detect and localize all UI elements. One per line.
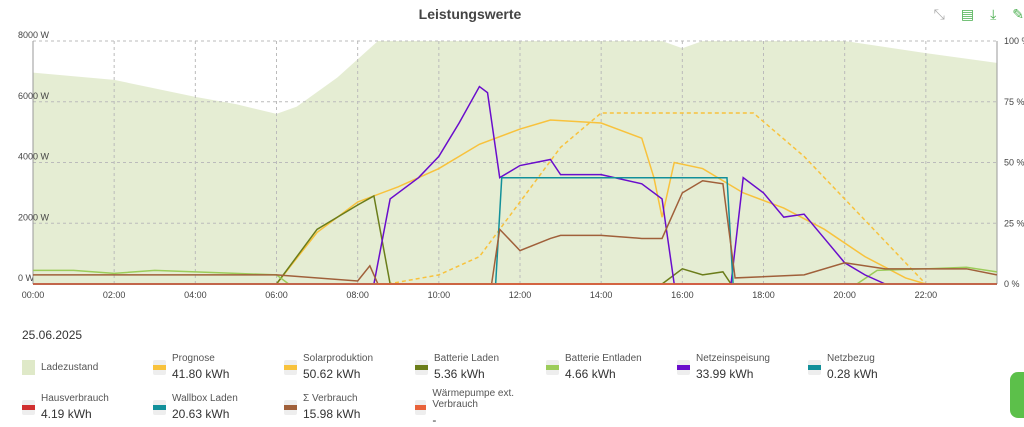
legend-swatch bbox=[153, 399, 166, 415]
legend-label: Wärmepumpe ext. Verbrauch bbox=[432, 387, 515, 410]
legend-swatch bbox=[284, 399, 297, 415]
x-tick-label: 08:00 bbox=[346, 290, 369, 300]
legend-swatch bbox=[22, 399, 35, 415]
x-tick-label: 02:00 bbox=[103, 290, 126, 300]
x-tick-label: 06:00 bbox=[265, 290, 288, 300]
x-tick-label: 22:00 bbox=[915, 290, 938, 300]
legend-item[interactable]: Hausverbrauch 4.19 kWh bbox=[22, 392, 153, 422]
series-line-prognose bbox=[387, 112, 997, 285]
legend-value: 4.66 kWh bbox=[565, 367, 616, 381]
x-tick-label: 16:00 bbox=[671, 290, 694, 300]
y-tick-label: 4000 W bbox=[18, 152, 50, 162]
date-label: 25.06.2025 bbox=[22, 328, 83, 342]
legend-label: Ladezustand bbox=[41, 361, 99, 373]
legend-value: 50.62 kWh bbox=[303, 367, 361, 381]
legend-item[interactable]: Ladezustand bbox=[22, 352, 153, 382]
legend-label: Netzbezug bbox=[827, 353, 875, 364]
y-tick-label: 8000 W bbox=[18, 30, 50, 40]
legend-label: Σ Verbrauch bbox=[303, 393, 358, 404]
x-tick-label: 14:00 bbox=[590, 290, 613, 300]
y2-tick-label: 0 % bbox=[1004, 279, 1020, 289]
legend-swatch bbox=[415, 359, 428, 375]
legend-label: Hausverbrauch bbox=[41, 393, 109, 404]
legend-swatch bbox=[415, 399, 427, 415]
document-icon[interactable]: ▤ bbox=[960, 6, 975, 22]
legend-swatch bbox=[153, 359, 166, 375]
legend-swatch bbox=[22, 359, 35, 375]
legend-value: 4.19 kWh bbox=[41, 407, 92, 421]
legend-item[interactable]: Netzeinspeisung 33.99 kWh bbox=[677, 352, 808, 382]
y2-tick-label: 100 % bbox=[1004, 36, 1024, 46]
legend-swatch bbox=[284, 359, 297, 375]
y-tick-label: 0 W bbox=[18, 273, 35, 283]
y-tick-label: 2000 W bbox=[18, 212, 50, 222]
legend-value: 15.98 kWh bbox=[303, 407, 361, 421]
legend-item[interactable]: Solarproduktion 50.62 kWh bbox=[284, 352, 415, 382]
legend-item[interactable]: Wärmepumpe ext. Verbrauch - bbox=[415, 388, 546, 427]
y2-tick-label: 50 % bbox=[1004, 158, 1024, 168]
legend-value: 33.99 kWh bbox=[696, 367, 754, 381]
legend-item[interactable]: Netzbezug 0.28 kWh bbox=[808, 352, 939, 382]
legend-value: 0.28 kWh bbox=[827, 367, 878, 381]
x-tick-label: 10:00 bbox=[428, 290, 451, 300]
legend-item[interactable]: Batterie Entladen 4.66 kWh bbox=[546, 352, 677, 382]
legend-label: Prognose bbox=[172, 353, 215, 364]
legend-label: Netzeinspeisung bbox=[696, 353, 770, 364]
legend: Ladezustand Prognose 41.80 kWh Solarprodukt… bbox=[22, 352, 939, 427]
series-line--verbrauch bbox=[33, 179, 998, 285]
legend-item[interactable]: Prognose 41.80 kWh bbox=[153, 352, 284, 382]
legend-label: Solarproduktion bbox=[303, 353, 374, 364]
legend-swatch bbox=[808, 359, 821, 375]
series-line-netzeinspeisung bbox=[33, 85, 997, 285]
series-line-solarproduktion bbox=[33, 119, 997, 285]
legend-label: Batterie Laden bbox=[434, 353, 500, 364]
x-tick-label: 20:00 bbox=[833, 290, 856, 300]
x-tick-label: 00:00 bbox=[22, 290, 45, 300]
legend-swatch bbox=[546, 359, 559, 375]
y2-tick-label: 75 % bbox=[1004, 97, 1024, 107]
legend-label: Wallbox Laden bbox=[172, 393, 238, 404]
legend-item[interactable]: Batterie Laden 5.36 kWh bbox=[415, 352, 546, 382]
power-chart: 00:00 02:00 04:00 06:00 08:00 10:00 12:00 14:00… bbox=[18, 30, 1024, 300]
download-icon[interactable]: ⤓ bbox=[990, 6, 997, 22]
legend-item[interactable]: Wallbox Laden 20.63 kWh bbox=[153, 392, 284, 422]
x-tick-label: 04:00 bbox=[184, 290, 207, 300]
chart-toolbar: ⤡ ▤ ⤓ ✎ bbox=[934, 6, 1024, 23]
collapse-icon[interactable]: ⤡ bbox=[933, 6, 945, 22]
y2-tick-label: 25 % bbox=[1004, 218, 1024, 228]
y-tick-label: 6000 W bbox=[18, 91, 50, 101]
legend-value: 41.80 kWh bbox=[172, 367, 230, 381]
legend-label: Batterie Entladen bbox=[565, 353, 642, 364]
legend-swatch bbox=[677, 359, 690, 375]
edit-icon[interactable]: ✎ bbox=[1012, 6, 1024, 22]
legend-item[interactable]: Σ Verbrauch 15.98 kWh bbox=[284, 392, 415, 422]
action-button[interactable] bbox=[1010, 372, 1024, 418]
x-tick-label: 18:00 bbox=[752, 290, 775, 300]
legend-value: - bbox=[432, 412, 437, 427]
x-tick-label: 12:00 bbox=[509, 290, 532, 300]
legend-value: 20.63 kWh bbox=[172, 407, 230, 421]
chart-title: Leistungswerte bbox=[418, 6, 522, 22]
legend-value: 5.36 kWh bbox=[434, 367, 485, 381]
